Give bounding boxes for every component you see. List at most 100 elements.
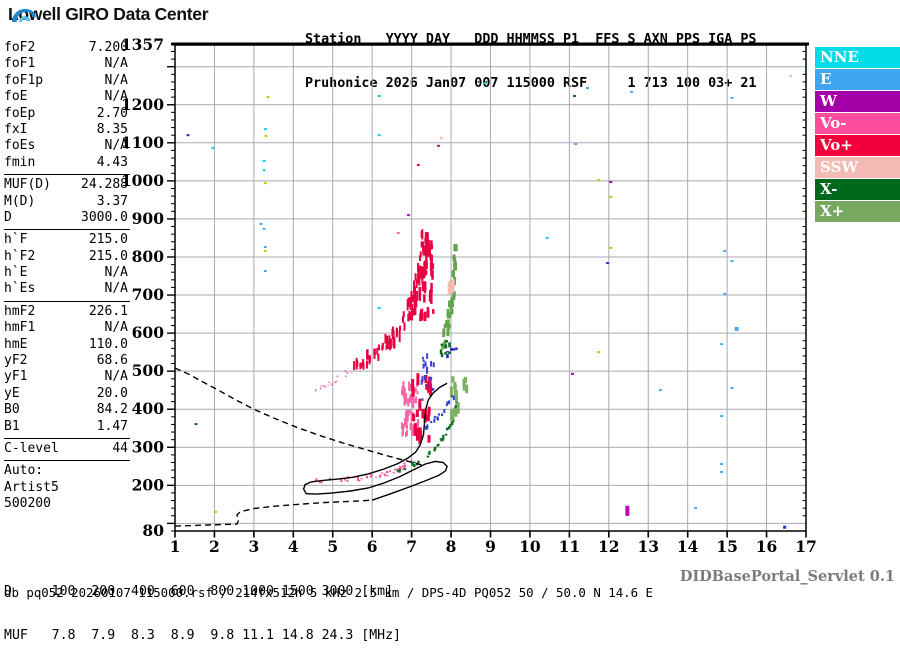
param-value: N/A bbox=[104, 320, 128, 336]
legend-item-xplus: X+ bbox=[815, 201, 900, 222]
param-row-hes: h`Es N/A bbox=[4, 281, 128, 297]
autoscaling-info-line: 500200 bbox=[4, 496, 51, 512]
param-row-fof2: foF2 7.200 bbox=[4, 40, 128, 56]
param-row-hf2: h`F2 215.0 bbox=[4, 249, 128, 265]
param-row-fof1: foF1 N/A bbox=[4, 56, 128, 72]
measurement-info-line: db pq052 20260107 115000.rsf / 214fx512h… bbox=[4, 585, 654, 600]
x-tick-label: 6 bbox=[367, 537, 378, 556]
y-tick-label: 200 bbox=[132, 475, 165, 494]
panel-divider bbox=[4, 174, 130, 176]
param-label: hmF1 bbox=[4, 320, 36, 336]
muf-table-muf-row: MUF 7.8 7.9 8.3 8.9 9.8 11.1 14.8 24.3 [… bbox=[4, 627, 401, 643]
param-label: B0 bbox=[4, 402, 20, 418]
param-value: 84.2 bbox=[96, 402, 128, 418]
panel-divider bbox=[4, 229, 130, 231]
param-row-foe: foE N/A bbox=[4, 89, 128, 105]
param-row-fmin: fmin 4.43 bbox=[4, 155, 128, 171]
param-value: 215.0 bbox=[88, 232, 128, 248]
y-tick-label: 700 bbox=[132, 285, 165, 304]
y-tick-label: 900 bbox=[132, 209, 165, 228]
param-label: h`Es bbox=[4, 281, 36, 297]
f-profile-solid bbox=[302, 382, 448, 501]
x-tick-label: 11 bbox=[559, 537, 581, 556]
y-tick-label: 1200 bbox=[121, 95, 164, 114]
legend-item-voplus: Vo+ bbox=[815, 135, 900, 156]
param-row-hmf2: hmF2 226.1 bbox=[4, 304, 128, 320]
param-row-md: M(D) 3.37 bbox=[4, 194, 128, 210]
param-value: N/A bbox=[104, 369, 128, 385]
gridlines bbox=[175, 45, 806, 531]
profile-trace-lines bbox=[175, 367, 448, 527]
e-region-dashed bbox=[175, 499, 373, 527]
param-label: foE bbox=[4, 89, 28, 105]
muf-table-distance-row: D 100 200 400 600 800 1000 1500 3000 [km… bbox=[4, 584, 394, 599]
param-value: 20.0 bbox=[96, 385, 128, 401]
topside-profile-dashed bbox=[175, 367, 424, 467]
param-label: hmF2 bbox=[4, 303, 36, 319]
param-label: foF2 bbox=[4, 40, 36, 55]
axis-labels: 1357120011001000900800700600500400300200… bbox=[121, 35, 817, 556]
param-row-ye: yE 20.0 bbox=[4, 386, 128, 402]
x-tick-label: 17 bbox=[795, 537, 817, 556]
param-row-mufd: MUF(D) 24.288 bbox=[4, 177, 128, 193]
legend-item-e: E bbox=[815, 69, 900, 90]
param-row-hf: h`F 215.0 bbox=[4, 232, 128, 248]
param-row-d: D 3000.0 bbox=[4, 210, 128, 226]
param-value: N/A bbox=[104, 89, 128, 105]
muf-table: D 100 200 400 600 800 1000 1500 3000 [km… bbox=[4, 556, 401, 658]
param-label: foF1 bbox=[4, 56, 36, 72]
param-value: 7.200 bbox=[88, 40, 128, 55]
param-value: 24.288 bbox=[81, 177, 128, 193]
y-tick-label: 1100 bbox=[121, 133, 164, 152]
panel-divider bbox=[4, 437, 130, 439]
x-tick-label: 9 bbox=[485, 537, 496, 556]
param-label: foEp bbox=[4, 105, 36, 121]
y-tick-label: 600 bbox=[132, 323, 165, 342]
param-value: 3000.0 bbox=[81, 209, 128, 225]
param-value: 68.6 bbox=[96, 353, 128, 369]
panel-divider bbox=[4, 460, 130, 462]
giro-logo-row: Lowell GIRO Data Center bbox=[8, 4, 209, 25]
param-row-foep: foEp 2.70 bbox=[4, 106, 128, 122]
param-value: 226.1 bbox=[88, 303, 128, 319]
param-label: B1 bbox=[4, 418, 20, 434]
param-label: yF2 bbox=[4, 353, 28, 369]
param-value: 110.0 bbox=[88, 336, 128, 352]
x-tick-label: 13 bbox=[637, 537, 659, 556]
y-tick-label: 500 bbox=[132, 361, 165, 380]
param-value: 215.0 bbox=[88, 248, 128, 264]
legend-item-nne: NNE bbox=[815, 47, 900, 68]
param-row-hmf1: hmF1 N/A bbox=[4, 320, 128, 336]
param-label: h`E bbox=[4, 265, 28, 281]
param-value: N/A bbox=[104, 281, 128, 297]
param-row-clevel: C-level 44 bbox=[4, 441, 128, 457]
param-label: foEs bbox=[4, 138, 36, 154]
param-row-he: h`E N/A bbox=[4, 265, 128, 281]
param-label: MUF(D) bbox=[4, 177, 51, 193]
x-tick-label: 1 bbox=[170, 537, 181, 556]
param-row-yf1: yF1 N/A bbox=[4, 369, 128, 385]
x-tick-label: 2 bbox=[209, 537, 220, 556]
axis-ticks bbox=[167, 50, 807, 538]
param-row-b1: B1 1.47 bbox=[4, 419, 128, 435]
y-tick-label: 1000 bbox=[121, 171, 164, 190]
param-label: hmE bbox=[4, 336, 28, 352]
legend-item-ssw: SSW bbox=[815, 157, 900, 178]
autoscaling-info-line: Artist5 bbox=[4, 479, 59, 495]
y-tick-label: 800 bbox=[132, 247, 165, 266]
param-row-hme: hmE 110.0 bbox=[4, 337, 128, 353]
param-label: foF1p bbox=[4, 72, 44, 88]
x-tick-label: 12 bbox=[598, 537, 620, 556]
x-tick-label: 3 bbox=[248, 537, 259, 556]
legend-item-xminus: X- bbox=[815, 179, 900, 200]
param-label: M(D) bbox=[4, 193, 36, 209]
param-label: fmin bbox=[4, 154, 36, 170]
param-value: 8.35 bbox=[96, 121, 128, 137]
param-row-yf2: yF2 68.6 bbox=[4, 353, 128, 369]
legend-item-w: W bbox=[815, 91, 900, 112]
station-header-line2: Pruhonice 2026 Jan07 007 115000 RSF 1 71… bbox=[305, 75, 757, 91]
ionogram-plot: 1357120011001000900800700600500400300200… bbox=[121, 35, 817, 556]
echo-direction-legend: NNE E W Vo- Vo+ SSW X- X+ bbox=[815, 47, 900, 223]
param-label: yF1 bbox=[4, 369, 28, 385]
param-row-fof1p: foF1p N/A bbox=[4, 73, 128, 89]
